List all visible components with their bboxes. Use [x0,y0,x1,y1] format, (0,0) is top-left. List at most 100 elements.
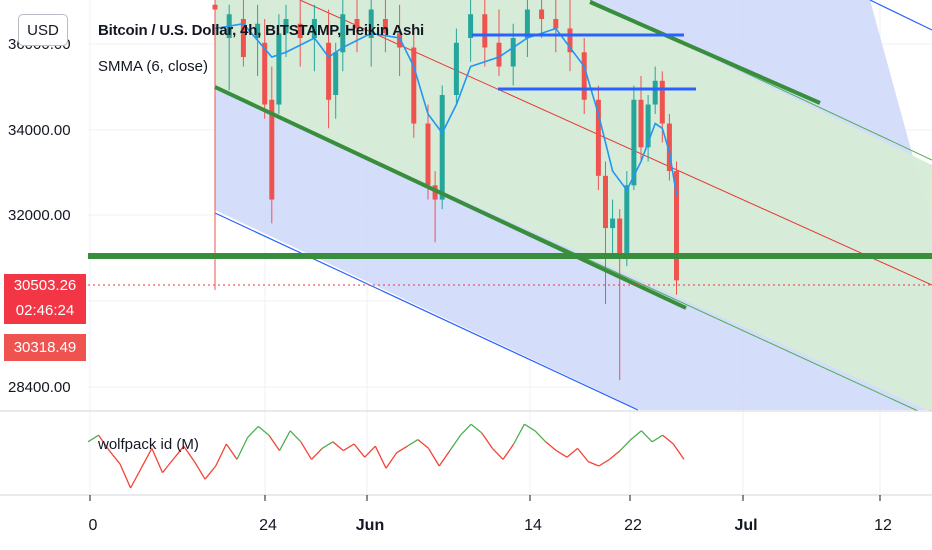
smma-line [214,22,678,195]
candle-body [340,14,346,53]
oscillator-segment [332,441,344,452]
candle-body [631,99,637,186]
candle-body [240,19,246,58]
candle-body [510,38,516,67]
channel-lower-line [214,212,639,411]
prev-close-label: 30318.49 [4,334,86,361]
candle-body [333,52,339,96]
candle-body [624,185,630,257]
candle-body [212,4,218,10]
oscillator-legend[interactable]: wolfpack id (M) [98,436,199,453]
candle-body [617,218,623,257]
currency-button[interactable]: USD [18,14,68,46]
candle-body [255,23,261,39]
oscillator-segment [396,445,408,454]
candle-body [276,33,282,105]
oscillator-segment [651,434,664,443]
oscillator-pane [0,410,932,496]
candle-body [652,80,658,105]
drawings[interactable] [88,0,932,310]
candle-body [610,218,616,229]
oscillator-segment [278,430,291,451]
oscillator-segment [534,430,547,443]
candle-body [326,42,332,100]
oscillator-segment [300,441,313,460]
candle-body [595,99,601,176]
time-tick-label: 0 [89,517,98,534]
time-tick-label: 24 [259,517,277,534]
oscillator-segment [247,425,259,438]
oscillator-segment [428,448,440,467]
oscillator-segment [577,447,589,463]
candle-body [262,42,268,105]
trendline-upper [589,0,821,105]
candle-body [482,14,488,48]
oscillator-segment [524,423,536,432]
oscillator-segment [566,447,578,458]
oscillator-segment [513,423,525,445]
oscillator-segment [236,437,249,460]
channel-upper-line [869,0,932,31]
smma-path [214,22,678,195]
countdown-label: 02:46:24 [4,297,86,324]
oscillator-segment [343,443,355,452]
candle-body [567,28,573,53]
symbol-title[interactable]: Bitcoin / U.S. Dollar, 4h, BITSTAMP, Hei… [98,22,425,39]
oscillator-segment [438,450,451,467]
oscillator-segment [161,458,174,474]
oscillator-segment [545,441,557,452]
candle-body [638,99,644,148]
candle-body [524,9,530,39]
oscillator-segment [406,439,419,447]
candle-body [659,80,665,124]
oscillator-segment [140,448,153,469]
oscillator-segment [598,458,610,467]
candle-body [603,175,608,229]
oscillator-segment [225,443,238,460]
candle-body [645,104,651,148]
price-tick-label: 28400.00 [8,379,71,396]
indicator-legend[interactable]: SMMA (6, close) [98,58,209,75]
oscillator-segment [662,434,674,445]
oscillator-segment [289,430,302,443]
oscillator-segment [609,450,621,460]
candle-body [283,19,289,34]
oscillator-segment [257,425,270,436]
oscillator-segment [98,434,110,451]
time-tick-label: 12 [874,517,892,534]
oscillator-segment [502,443,515,460]
price-tick-label: 32000.00 [8,207,71,224]
time-tick-label: 22 [624,517,642,534]
regression-channel [214,0,932,412]
channel-green-fill [215,0,932,412]
time-tick-label: 14 [524,517,542,534]
oscillator-segment [193,461,206,480]
oscillator-segment [215,443,227,467]
candle-body [425,123,431,186]
oscillator-segment [321,441,334,449]
oscillator-segment [417,439,429,449]
candle-body [368,9,374,39]
candle-body [553,19,559,29]
candle-body [411,47,417,124]
price-tick-label: 34000.00 [8,122,71,139]
candle-body [468,14,474,39]
oscillator-segment [385,452,398,469]
candle-body [539,9,545,20]
time-tick-label: Jun [356,517,384,534]
candle-body [311,19,317,39]
oscillator-segment [151,448,164,473]
candle-body [269,99,275,200]
oscillator-segment [119,463,132,489]
candle-body [666,123,672,172]
trendline-lower [214,85,687,310]
candle-body [674,171,679,281]
oscillator-segment [129,467,142,489]
oscillator-segment [587,460,600,467]
oscillator-segment [460,423,472,436]
oscillator-segment [449,434,462,451]
oscillator-segment [491,447,504,460]
oscillator-segment [470,423,483,434]
oscillator-segment [172,445,185,460]
